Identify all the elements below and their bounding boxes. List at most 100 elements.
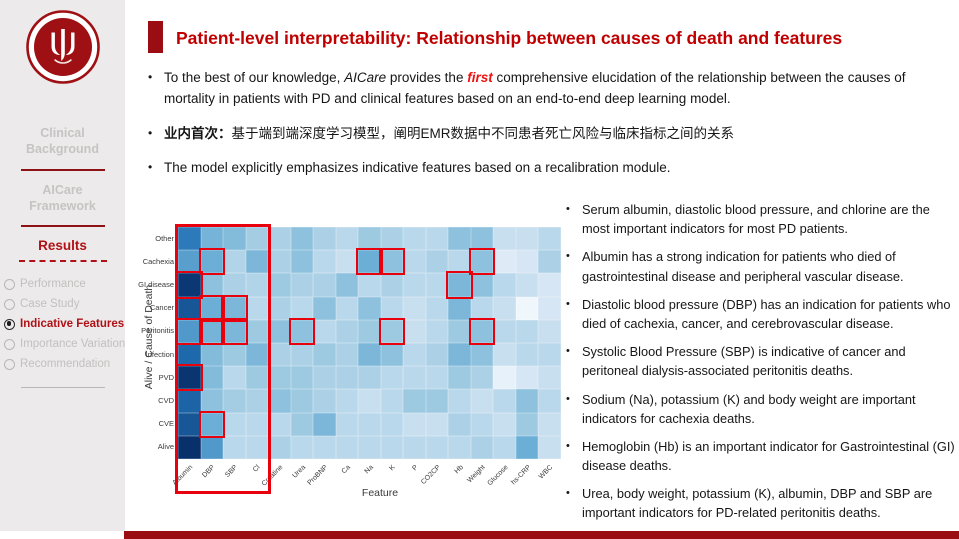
heatmap-cell (290, 366, 314, 390)
heatmap-cell (245, 250, 269, 274)
bullet-text: Hemoglobin (Hb) is an important indicato… (582, 438, 955, 474)
heatmap-cell (313, 227, 336, 251)
y-axis-title: Alive / Cause of Death (143, 284, 155, 390)
heatmap-cell (470, 435, 494, 459)
heatmap-cell (493, 412, 516, 436)
heatmap-cell (268, 296, 291, 320)
bullet-item: • Diastolic blood pressure (DBP) has an i… (566, 295, 956, 333)
heatmap-cell (515, 273, 539, 297)
sidebar-item-performance[interactable]: Performance (0, 274, 125, 294)
bullet-marker: • (566, 345, 570, 358)
heatmap-cell (425, 435, 449, 459)
heatmap-cell (538, 343, 561, 367)
heatmap-cell (313, 250, 336, 274)
heatmap-cell (493, 389, 516, 413)
heatmap-cell (515, 366, 539, 390)
heatmap-cell (493, 250, 516, 274)
bullet-text: To the best of our knowledge, AICare pro… (164, 70, 906, 107)
heatmap-cell (313, 412, 336, 436)
heatmap-cell (245, 389, 269, 413)
heatmap-cell (403, 343, 426, 367)
heatmap-cell (335, 412, 359, 436)
heatmap-cell (470, 296, 494, 320)
heatmap-cell (538, 296, 561, 320)
heatmap-cell (245, 412, 269, 436)
heatmap-cell (403, 250, 426, 274)
heatmap-cell (245, 343, 269, 367)
heatmap-cell (538, 273, 561, 297)
heatmap-cell (223, 296, 246, 320)
bullet-text: Sodium (Na), potassium (K) and body weig… (582, 391, 916, 426)
heatmap-cell (538, 319, 561, 343)
heatmap-cell (380, 366, 404, 390)
sidebar-section-aicare-framework[interactable]: AICare Framework (29, 182, 96, 213)
bullet-item: • Hemoglobin (Hb) is an important indicat… (566, 437, 956, 475)
heatmap-cell (470, 412, 494, 436)
heatmap-cell (403, 435, 426, 459)
heatmap-cell (403, 319, 426, 343)
bullet-text: Serum albumin, diastolic blood pressure,… (582, 202, 930, 237)
sidebar-item-recommendation[interactable]: Recommendation (0, 354, 125, 374)
heatmap-cell (178, 319, 201, 343)
heatmap-cell (268, 435, 291, 459)
heatmap-cell (493, 435, 516, 459)
sidebar-item-label: Importance Variation (20, 338, 126, 350)
heatmap-cell (515, 227, 539, 251)
heatmap-cell (403, 273, 426, 297)
heatmap-cell (448, 366, 471, 390)
heatmap-cell (403, 389, 426, 413)
heatmap-cell (200, 296, 224, 320)
highlight-box-cachexia-k (378, 248, 406, 276)
radio-icon[interactable] (4, 298, 15, 310)
heatmap-cell (223, 343, 246, 367)
heatmap-cell (200, 273, 224, 297)
radio-icon[interactable] (4, 338, 15, 350)
heatmap-cell (335, 389, 359, 413)
heatmap-cell (538, 227, 561, 251)
heatmap-cell (425, 296, 449, 320)
heatmap-cell (313, 319, 336, 343)
radio-icon[interactable] (4, 278, 15, 290)
bullet-marker: • (566, 392, 570, 405)
sidebar-item-case-study[interactable]: Case Study (0, 294, 125, 314)
heatmap-cell (223, 412, 246, 436)
radio-icon[interactable] (4, 358, 15, 370)
heatmap-cell (178, 389, 201, 413)
x-axis-tick-label: ProBNP (306, 464, 330, 487)
bullet-marker: • (148, 70, 153, 84)
heatmap-cell (515, 435, 539, 459)
heatmap-cell (493, 273, 516, 297)
x-axis-tick-label: CO2CP (420, 464, 443, 487)
heatmap-cell (245, 435, 269, 459)
y-axis-tick-label: Alive (157, 442, 174, 452)
y-axis-tick-label: CVD (158, 396, 174, 405)
heatmap-cell (245, 273, 269, 297)
sidebar: Clinical Background AICare Framework Res… (0, 0, 125, 531)
heatmap-cell (425, 389, 449, 413)
bullet-text: The model explicitly emphasizes indicati… (164, 159, 671, 175)
x-axis-tick-label: Hb (453, 464, 465, 476)
heatmap-cell (448, 389, 471, 413)
heatmap-cell (538, 389, 561, 413)
heatmap-cell (178, 412, 201, 436)
footer-bar (124, 531, 959, 539)
sidebar-item-indicative-features[interactable]: Indicative Features (0, 314, 125, 334)
heatmap-cell (538, 366, 561, 390)
heatmap-cell (425, 319, 449, 343)
heatmap-cell (178, 296, 201, 320)
highlight-box-gi-disease-hb (446, 271, 473, 299)
heatmap-cell (335, 227, 359, 251)
sidebar-section-clinical-background[interactable]: Clinical Background (26, 126, 99, 157)
heatmap-cell (245, 366, 269, 390)
page-title: Patient-level interpretability: Relation… (176, 28, 843, 48)
highlight-box-cancer-dbp (198, 294, 226, 322)
sidebar-item-importance-variation[interactable]: Importance Variation (0, 334, 125, 354)
y-axis-tick-label: Cancer (149, 303, 174, 313)
heatmap-cell (178, 366, 201, 390)
heatmap-cell (178, 343, 201, 367)
sidebar-section-results[interactable]: Results (38, 238, 87, 253)
bullet-item: • Systolic Blood Pressure (SBP) is indica… (566, 342, 956, 380)
y-axis-tick-label: Peritonitis (141, 326, 174, 336)
title-accent-bar (148, 21, 163, 53)
radio-selected-icon[interactable] (4, 318, 15, 330)
